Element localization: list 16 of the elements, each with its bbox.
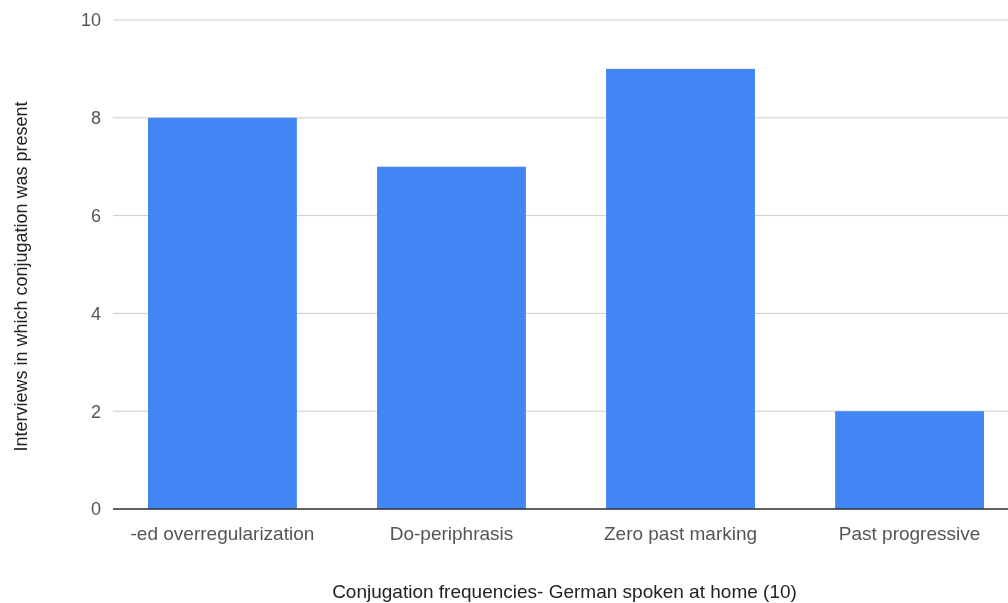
bar [377, 166, 526, 509]
x-tick-label: Zero past marking [603, 523, 758, 544]
y-tick-label: 6 [90, 205, 101, 226]
bar [835, 411, 984, 509]
y-axis-title: Interviews in which conjugation was present [11, 101, 31, 452]
bar [148, 117, 297, 509]
bar [606, 68, 755, 509]
x-tick-label: Do-periphrasis [389, 523, 514, 544]
y-tick-label: 0 [90, 499, 101, 520]
x-tick-label: -ed overregularization [130, 523, 315, 544]
y-tick-label: 8 [90, 108, 101, 129]
y-tick-label: 10 [80, 10, 101, 31]
y-tick-label: 4 [90, 303, 101, 324]
y-tick-label: 2 [90, 401, 101, 422]
x-axis-title: Conjugation frequencies- German spoken at home (10) [332, 581, 797, 602]
x-tick-label: Past progressive [838, 523, 981, 544]
